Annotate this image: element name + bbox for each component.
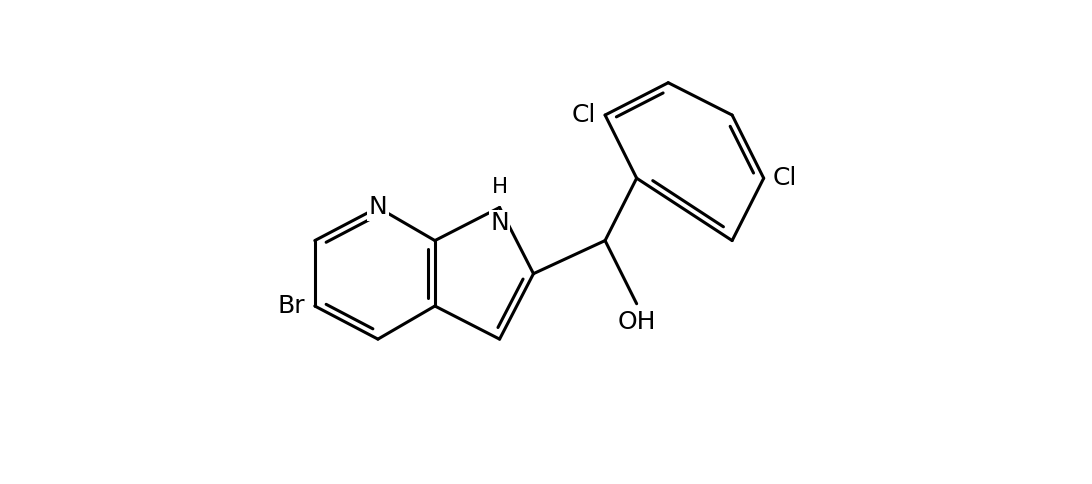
Text: H: H bbox=[491, 178, 508, 197]
Text: Cl: Cl bbox=[571, 103, 596, 127]
Text: OH: OH bbox=[617, 310, 656, 334]
Text: Br: Br bbox=[278, 294, 306, 318]
Text: N: N bbox=[369, 196, 388, 219]
Text: Cl: Cl bbox=[773, 166, 797, 190]
Text: N: N bbox=[490, 212, 509, 235]
